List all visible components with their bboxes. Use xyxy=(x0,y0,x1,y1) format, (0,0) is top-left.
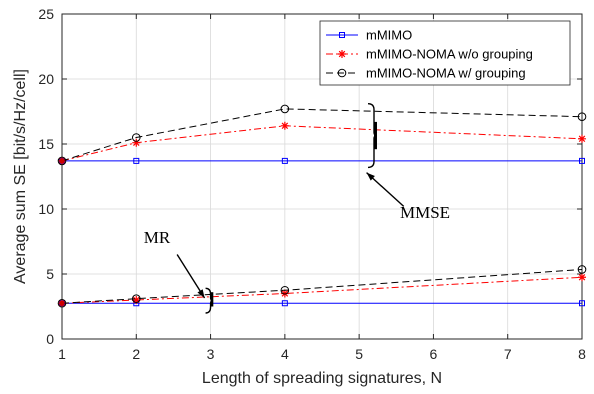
x-tick-label: 7 xyxy=(504,346,512,362)
x-tick-label: 2 xyxy=(132,346,140,362)
data-point xyxy=(132,138,141,147)
data-point xyxy=(57,298,67,308)
data-point xyxy=(280,121,289,130)
mr-arrow xyxy=(176,254,206,299)
y-tick-label: 20 xyxy=(38,71,54,87)
legend-marker xyxy=(338,50,346,58)
annotation-mmse: MMSE xyxy=(400,203,450,222)
plot-frame xyxy=(61,13,583,340)
data-point xyxy=(280,289,289,298)
data-point xyxy=(133,157,140,164)
x-tick-label: 5 xyxy=(355,346,363,362)
tick-labels: 1 2 3 4 5 6 7 8 0 5 10 15 20 25 xyxy=(38,6,586,362)
data-point xyxy=(281,300,288,307)
x-axis-label: Length of spreading signatures, N xyxy=(202,370,442,387)
series-line xyxy=(61,276,583,304)
data-point xyxy=(280,285,290,295)
y-tick-label: 15 xyxy=(38,136,54,152)
legend-label: mMIMO-NOMA w/ grouping xyxy=(366,66,526,81)
x-tick-label: 3 xyxy=(207,346,215,362)
data-point xyxy=(57,156,67,166)
legend-label: mMIMO-NOMA w/o grouping xyxy=(366,47,533,62)
start-point xyxy=(59,158,65,164)
annotations: MMSE MR xyxy=(144,172,450,299)
legend-entry: mMIMO xyxy=(326,28,412,43)
legend-marker xyxy=(337,68,347,78)
data-point xyxy=(577,265,587,274)
legend-marker xyxy=(339,32,345,38)
y-tick-label: 5 xyxy=(46,266,54,282)
y-axis-label: Average sum SE [bit/s/Hz/cell] xyxy=(12,69,29,284)
y-tick-label: 10 xyxy=(38,201,54,217)
arrow-shaft xyxy=(176,254,206,299)
data-point xyxy=(131,133,141,142)
y-tick-label: 25 xyxy=(38,6,54,22)
data-point xyxy=(132,296,141,304)
data-point xyxy=(577,112,587,121)
mmse-arrow xyxy=(366,172,405,207)
x-tick-label: 6 xyxy=(430,346,438,362)
start-point xyxy=(59,300,65,306)
annotation-mr: MR xyxy=(144,228,171,247)
axes xyxy=(61,13,583,340)
x-tick-label: 8 xyxy=(578,346,586,362)
legend: mMIMO mMIMO-NOMA w/o grouping mMIMO-NOMA w… xyxy=(319,20,571,86)
y-tick-label: 0 xyxy=(46,331,54,347)
legend-entry: mMIMO-NOMA w/o grouping xyxy=(326,47,533,62)
mmse-brace xyxy=(367,103,378,169)
data-point xyxy=(578,273,586,282)
x-tick-label: 1 xyxy=(58,346,66,362)
data-point xyxy=(579,300,585,307)
series-layer xyxy=(57,104,587,308)
legend-label: mMIMO xyxy=(366,28,412,43)
data-point xyxy=(579,157,585,164)
data-point xyxy=(131,294,141,304)
arrow-head xyxy=(366,172,375,181)
series-line xyxy=(61,125,583,162)
x-tick-label: 4 xyxy=(281,346,289,362)
legend-entry: mMIMO-NOMA w/ grouping xyxy=(326,66,526,81)
arrow-head xyxy=(197,289,205,298)
data-point xyxy=(578,134,586,143)
series-1 xyxy=(59,157,585,164)
data-point xyxy=(281,157,288,164)
series-3 xyxy=(57,104,587,166)
series-line xyxy=(61,108,583,162)
group-braces xyxy=(205,103,378,314)
legend-box xyxy=(319,20,571,86)
data-point xyxy=(280,104,290,114)
